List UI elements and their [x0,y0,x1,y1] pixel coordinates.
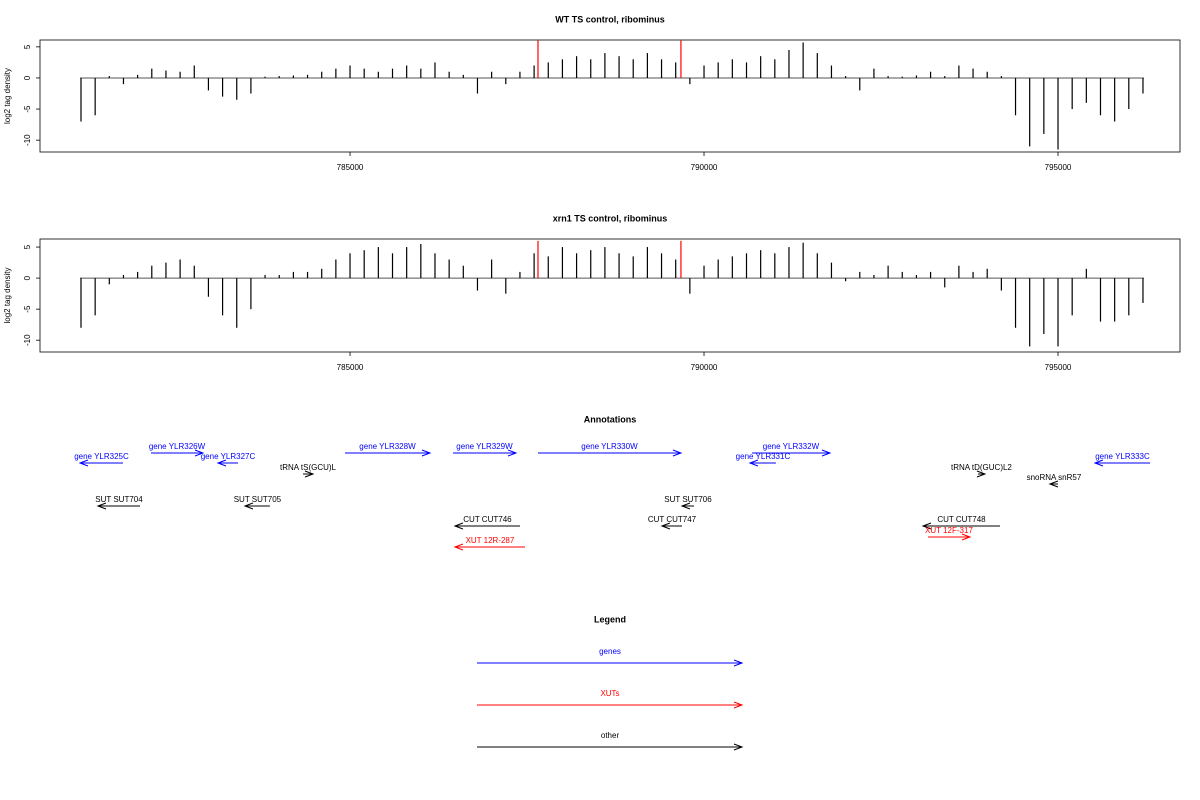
feature-label: gene YLR332W [763,442,820,451]
feature-arrow [345,449,432,457]
y-tick-label: 5 [23,44,32,49]
legend-label: genes [599,647,621,656]
feature-label: tRNA tD(GUC)L2 [951,463,1012,472]
feature-label: CUT CUT748 [937,515,986,524]
feature-arrow [151,449,205,457]
arrow-head [243,502,254,510]
feature-label: gene YLR333C [1095,452,1150,461]
x-tick-label: 785000 [337,363,364,372]
y-tick-label: 5 [23,244,32,249]
arrow-head [680,502,691,510]
y-tick-label: 0 [23,275,32,280]
arrow-head [194,449,205,457]
arrow-head [672,449,683,457]
x-tick-label: 785000 [337,163,364,172]
feature-arrow [976,470,987,478]
feature-label: SUT SUT706 [664,495,712,504]
x-tick-label: 790000 [691,363,718,372]
feature-arrow [928,533,972,541]
feature-label: tRNA tS(GCU)L [280,463,337,472]
feature-arrow [216,459,239,467]
arrow-head [748,459,759,467]
x-tick-label: 795000 [1045,163,1072,172]
feature-arrow [1048,480,1059,488]
feature-arrow [537,449,683,457]
feature-label: gene YLR328W [359,442,416,451]
y-axis-label: log2 tag density [3,267,12,323]
arrow-head [1048,480,1059,488]
feature-arrow [243,502,270,510]
feature-arrow [453,543,525,551]
feature-label: SUT SUT704 [95,495,143,504]
arrow-head [421,449,432,457]
annotations-title: Annotations [584,414,637,424]
legend-label: XUTs [600,689,619,698]
y-axis-label: log2 tag density [3,68,12,124]
arrow-head [304,470,315,478]
feature-label: gene YLR327C [201,452,256,461]
feature-label: gene YLR329W [456,442,513,451]
feature-label: CUT CUT747 [648,515,697,524]
arrow-head [78,459,89,467]
feature-label: snoRNA snR57 [1027,473,1082,482]
feature-arrow [303,470,315,478]
arrow-head [453,522,464,530]
arrow-head [821,449,832,457]
arrow-head [733,701,744,709]
feature-arrow [751,449,832,457]
feature-arrow [921,522,1000,530]
y-tick-label: -5 [23,305,32,313]
legend-arrow [477,701,744,709]
chart-title: WT TS control, ribominus [555,14,665,24]
arrow-head [733,743,744,751]
legend-arrow [477,743,744,751]
x-tick-label: 795000 [1045,363,1072,372]
x-tick-label: 790000 [691,163,718,172]
legend-title: Legend [594,614,626,624]
feature-label: gene YLR325C [74,452,129,461]
plot-frame [39,238,1181,353]
feature-label: XUT 12R-287 [466,536,515,545]
feature-arrow [680,502,694,510]
feature-arrow [96,502,140,510]
y-tick-label: -10 [23,334,32,346]
feature-arrow [452,449,518,457]
arrow-head [96,502,107,510]
arrow-head [961,533,972,541]
y-tick-label: -5 [23,105,32,113]
arrow-head [507,449,518,457]
chart-title: xrn1 TS control, ribominus [553,213,668,223]
feature-label: gene YLR326W [149,442,206,451]
feature-label: CUT CUT746 [463,515,512,524]
arrow-head [660,522,671,530]
legend-arrow [477,659,744,667]
arrow-head [976,470,987,478]
feature-label: gene YLR331C [736,452,791,461]
arrow-head [453,543,464,551]
plot-frame [39,39,1181,153]
feature-arrow [453,522,520,530]
arrow-head [733,659,744,667]
y-tick-label: -10 [23,134,32,146]
feature-label: SUT SUT705 [234,495,282,504]
feature-arrow [660,522,683,530]
y-tick-label: 0 [23,75,32,80]
legend-label: other [601,731,620,740]
arrow-head [921,522,932,530]
feature-arrow [78,459,123,467]
feature-arrow [748,459,776,467]
arrow-head [216,459,227,467]
feature-label: gene YLR330W [581,442,638,451]
feature-arrow [1093,459,1150,467]
arrow-head [1093,459,1104,467]
feature-label: XUT 12F-317 [925,526,973,535]
